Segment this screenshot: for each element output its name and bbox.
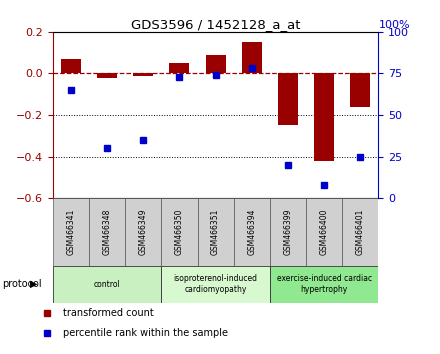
FancyBboxPatch shape <box>53 266 161 303</box>
Bar <box>314 74 334 161</box>
Bar <box>205 55 226 74</box>
Text: GSM466348: GSM466348 <box>103 209 112 255</box>
Bar <box>278 74 298 125</box>
Text: GSM466350: GSM466350 <box>175 209 184 255</box>
Text: GSM466394: GSM466394 <box>247 209 256 255</box>
Bar <box>350 74 370 107</box>
Text: 100%: 100% <box>378 20 410 30</box>
FancyBboxPatch shape <box>198 198 234 266</box>
Bar <box>133 74 153 75</box>
Text: GSM466400: GSM466400 <box>319 209 329 255</box>
Text: GSM466349: GSM466349 <box>139 209 148 255</box>
Text: ▶: ▶ <box>30 279 37 289</box>
Text: GSM466351: GSM466351 <box>211 209 220 255</box>
Text: percentile rank within the sample: percentile rank within the sample <box>63 328 228 338</box>
Text: GSM466341: GSM466341 <box>66 209 75 255</box>
Bar <box>242 42 262 74</box>
FancyBboxPatch shape <box>161 266 270 303</box>
Text: control: control <box>94 280 121 289</box>
Bar <box>97 74 117 78</box>
FancyBboxPatch shape <box>161 198 198 266</box>
Text: exercise-induced cardiac
hypertrophy: exercise-induced cardiac hypertrophy <box>277 274 372 294</box>
FancyBboxPatch shape <box>89 198 125 266</box>
Text: isoproterenol-induced
cardiomyopathy: isoproterenol-induced cardiomyopathy <box>174 274 257 294</box>
Text: GSM466401: GSM466401 <box>356 209 365 255</box>
Bar <box>169 63 189 74</box>
FancyBboxPatch shape <box>53 198 89 266</box>
FancyBboxPatch shape <box>342 198 378 266</box>
FancyBboxPatch shape <box>125 198 161 266</box>
Text: GSM466399: GSM466399 <box>283 209 293 255</box>
Title: GDS3596 / 1452128_a_at: GDS3596 / 1452128_a_at <box>131 18 301 31</box>
Text: transformed count: transformed count <box>63 308 154 318</box>
Bar <box>61 59 81 74</box>
FancyBboxPatch shape <box>306 198 342 266</box>
FancyBboxPatch shape <box>234 198 270 266</box>
FancyBboxPatch shape <box>270 198 306 266</box>
Text: protocol: protocol <box>2 279 42 289</box>
FancyBboxPatch shape <box>270 266 378 303</box>
